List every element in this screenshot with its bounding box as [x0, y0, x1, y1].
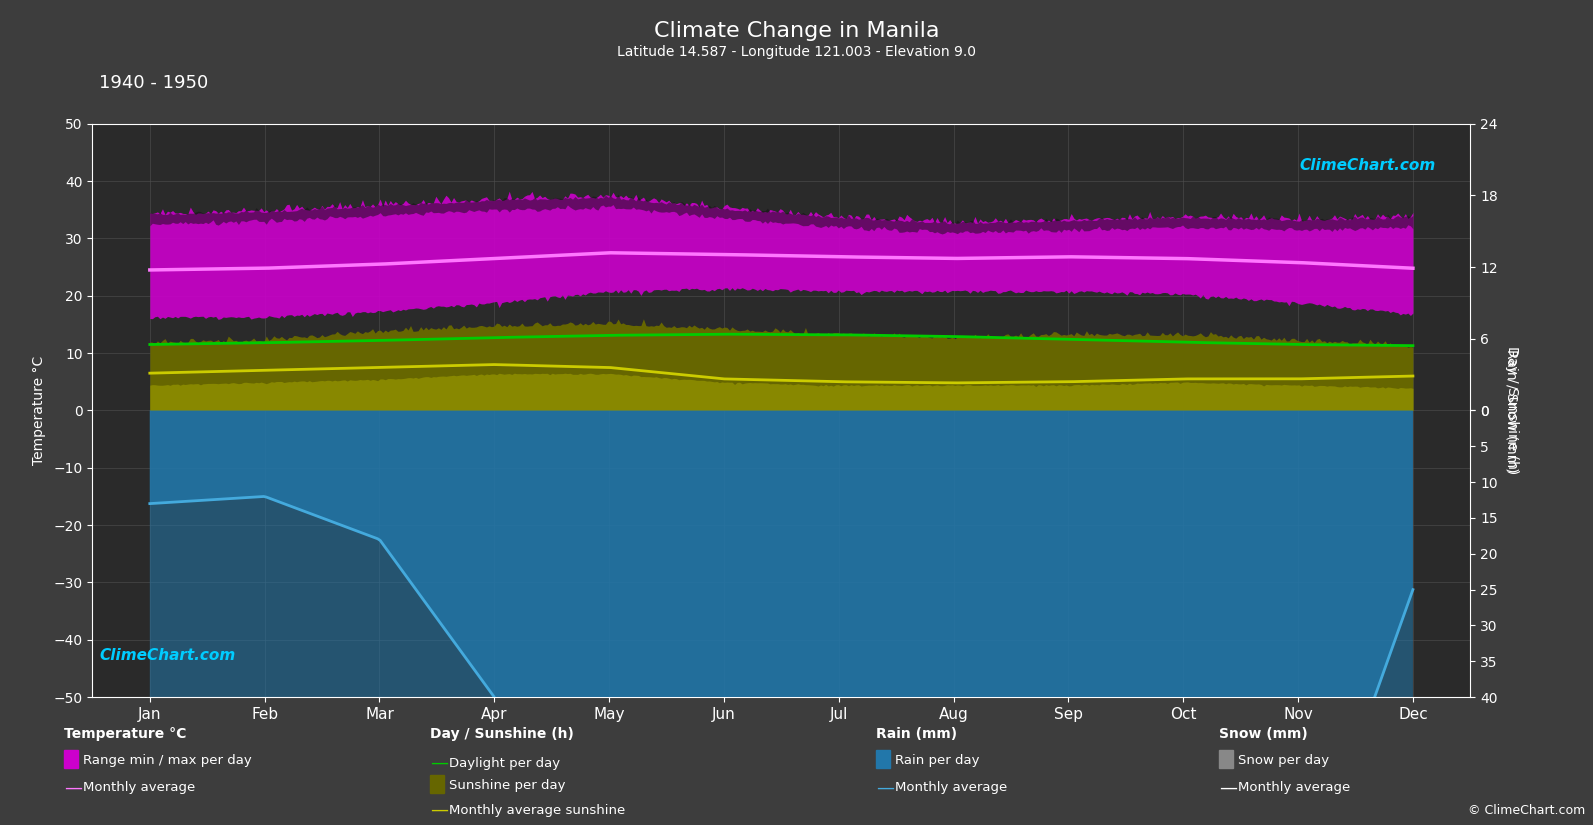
Text: Range min / max per day: Range min / max per day	[83, 754, 252, 767]
Text: —: —	[1219, 779, 1236, 797]
Text: —: —	[876, 779, 894, 797]
Text: Snow (mm): Snow (mm)	[1219, 728, 1308, 742]
Text: Monthly average: Monthly average	[895, 781, 1007, 794]
Text: Climate Change in Manila: Climate Change in Manila	[653, 21, 940, 40]
Text: —: —	[64, 779, 81, 797]
Text: Monthly average sunshine: Monthly average sunshine	[449, 804, 626, 817]
Text: ClimeChart.com: ClimeChart.com	[1300, 158, 1435, 173]
Text: —: —	[430, 754, 448, 772]
Text: Latitude 14.587 - Longitude 121.003 - Elevation 9.0: Latitude 14.587 - Longitude 121.003 - El…	[616, 45, 977, 59]
Text: Daylight per day: Daylight per day	[449, 757, 561, 770]
Text: Sunshine per day: Sunshine per day	[449, 779, 566, 792]
Text: Monthly average: Monthly average	[1238, 781, 1349, 794]
Y-axis label: Rain / Snow (mm): Rain / Snow (mm)	[1504, 349, 1518, 472]
Y-axis label: Temperature °C: Temperature °C	[32, 356, 46, 465]
Text: Rain (mm): Rain (mm)	[876, 728, 957, 742]
Text: —: —	[430, 801, 448, 819]
Text: © ClimeChart.com: © ClimeChart.com	[1467, 804, 1585, 817]
Text: Day / Sunshine (h): Day / Sunshine (h)	[430, 728, 573, 742]
Y-axis label: Day / Sunshine (h): Day / Sunshine (h)	[1505, 346, 1518, 474]
Text: Rain per day: Rain per day	[895, 754, 980, 767]
Text: ClimeChart.com: ClimeChart.com	[99, 648, 236, 662]
Text: Snow per day: Snow per day	[1238, 754, 1329, 767]
Text: Temperature °C: Temperature °C	[64, 728, 186, 742]
Text: Monthly average: Monthly average	[83, 781, 194, 794]
Text: 1940 - 1950: 1940 - 1950	[99, 74, 209, 92]
